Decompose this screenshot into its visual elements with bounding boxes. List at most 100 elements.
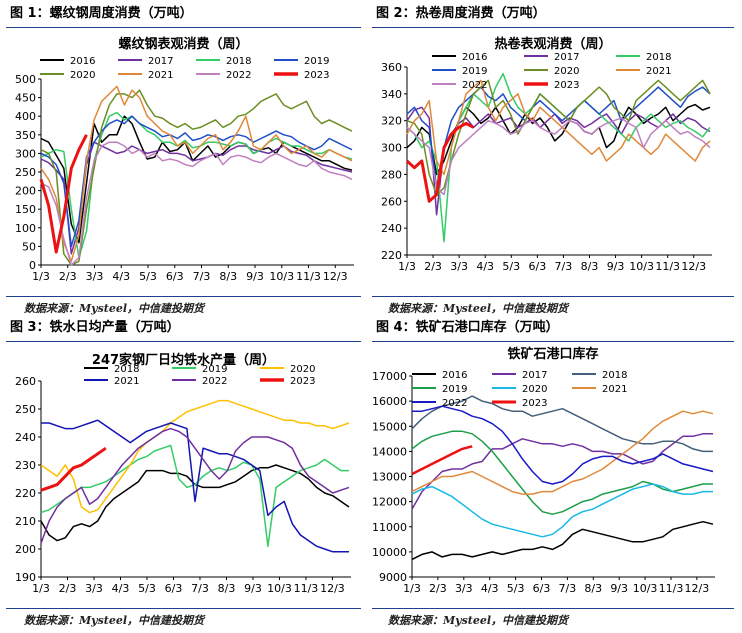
legend-label-2018: 2018 — [602, 370, 627, 381]
y-tick-label: 100 — [15, 222, 36, 235]
source-2-note: 数据来源：Mysteel，中信建投期货 — [388, 302, 569, 315]
y-tick-label: 50 — [22, 240, 36, 253]
series-line-2020 — [411, 483, 713, 538]
legend-label-2020: 2020 — [522, 384, 547, 395]
figure-4-rule — [372, 341, 734, 342]
x-tick-label: 7/3 — [193, 270, 211, 283]
x-tick-label: 1/3 — [32, 582, 50, 595]
x-tick-label: 10/3 — [267, 582, 292, 595]
y-tick-label: 16000 — [372, 395, 407, 408]
chart-title: 247家钢厂日均铁水产量（周） — [92, 352, 275, 368]
x-tick-label: 5/3 — [502, 260, 520, 273]
legend-label-2022: 2022 — [442, 398, 467, 409]
series-line-2022 — [406, 117, 711, 196]
y-tick-label: 220 — [15, 487, 36, 500]
x-tick-label: 1/3 — [403, 582, 421, 595]
legend-label-2017: 2017 — [522, 370, 547, 381]
legend-label-2020: 2020 — [290, 364, 315, 375]
legend-label-2023: 2023 — [554, 80, 579, 91]
legend-label-2021: 2021 — [646, 66, 671, 77]
legend-label-2023: 2023 — [522, 398, 547, 409]
y-tick-label: 350 — [15, 129, 36, 142]
legend-label-2019: 2019 — [462, 66, 487, 77]
x-tick-label: 6/3 — [166, 270, 184, 283]
x-tick-label: 12/3 — [681, 260, 706, 273]
y-tick-label: 500 — [15, 73, 36, 86]
y-tick-label: 17000 — [372, 370, 407, 383]
series-line-2023 — [39, 134, 88, 254]
x-tick-label: 9/3 — [610, 582, 628, 595]
legend-label-2016: 2016 — [442, 370, 467, 381]
series-line-2019 — [40, 444, 349, 547]
x-tick-label: 4/3 — [112, 270, 130, 283]
legend-label-2019: 2019 — [442, 384, 467, 395]
figure-3-label: 图 3：铁水日均产量（万吨） — [10, 320, 180, 335]
legend-label-2020: 2020 — [70, 70, 95, 81]
source-2-rule — [372, 296, 734, 297]
y-tick-label: 300 — [381, 142, 402, 155]
y-tick-label: 230 — [15, 459, 36, 472]
x-tick-label: 10/3 — [269, 270, 294, 283]
x-tick-label: 12/3 — [320, 582, 345, 595]
y-tick-label: 0 — [29, 259, 36, 272]
x-tick-label: 3/3 — [450, 260, 468, 273]
y-tick-label: 12000 — [372, 496, 407, 509]
x-tick-label: 8/3 — [581, 260, 599, 273]
x-tick-label: 11/3 — [296, 270, 321, 283]
x-tick-label: 8/3 — [584, 582, 602, 595]
x-tick-label: 9/3 — [246, 270, 264, 283]
y-tick-label: 250 — [15, 166, 36, 179]
y-tick-label: 260 — [15, 375, 36, 388]
rebar-consumption-chart: 螺纹钢表观消费（周） 0 50 100 150 200 250 300 350 400 450 500… — [15, 36, 354, 283]
series-line-2019 — [411, 430, 713, 515]
y-tick-label: 250 — [15, 403, 36, 416]
y-tick-label: 360 — [381, 61, 402, 74]
series-line-2023 — [405, 121, 475, 203]
y-tick-label: 280 — [381, 168, 402, 181]
legend-label-2021: 2021 — [602, 384, 627, 395]
series-line-2021 — [406, 79, 711, 176]
legend-label-2018: 2018 — [646, 52, 671, 63]
y-tick-label: 240 — [15, 431, 36, 444]
x-tick-label: 3/3 — [86, 270, 104, 283]
x-tick-label: 8/3 — [219, 270, 237, 283]
figure-3-rule — [6, 341, 361, 342]
series-line-2016 — [40, 115, 353, 244]
x-tick-label: 11/3 — [655, 260, 680, 273]
y-tick-label: 14000 — [372, 445, 407, 458]
x-tick-label: 5/3 — [138, 582, 156, 595]
series-line-2019 — [406, 86, 711, 189]
x-tick-label: 4/3 — [481, 582, 499, 595]
x-tick-label: 7/3 — [191, 582, 209, 595]
series-line-2023 — [40, 446, 107, 492]
source-4-note: 数据来源：Mysteel，中信建投期货 — [388, 614, 569, 627]
series-line-2016 — [411, 520, 714, 561]
series-line-2018 — [411, 395, 713, 453]
x-tick-label: 5/3 — [507, 582, 525, 595]
x-tick-label: 9/3 — [244, 582, 262, 595]
x-tick-label: 10/3 — [629, 260, 654, 273]
y-tick-label: 15000 — [372, 420, 407, 433]
x-tick-label: 3/3 — [85, 582, 103, 595]
series-line-2018 — [40, 111, 353, 259]
legend-label-2018: 2018 — [114, 364, 139, 375]
y-tick-label: 240 — [381, 222, 402, 235]
legend-label-2018: 2018 — [226, 56, 251, 67]
series-line-2017 — [411, 433, 713, 510]
figure-2-label: 图 2：热卷周度消费（万吨） — [376, 6, 546, 21]
x-tick-label: 4/3 — [112, 582, 130, 595]
legend-label-2017: 2017 — [554, 52, 579, 63]
iron-ore-port-inventory-chart: 铁矿石港口库存 9000 10000 11000 12000 13000 14000 1500… — [372, 346, 715, 595]
x-tick-label: 7/3 — [555, 260, 573, 273]
series-line-2023 — [411, 445, 473, 476]
y-tick-label: 210 — [15, 515, 36, 528]
x-tick-label: 2/3 — [59, 582, 77, 595]
figure-4-label: 图 4：铁矿石港口库存（万吨） — [376, 320, 559, 335]
series-line-2020 — [40, 399, 350, 514]
x-tick-label: 4/3 — [476, 260, 494, 273]
y-tick-label: 300 — [15, 147, 36, 160]
y-tick-label: 220 — [381, 249, 402, 262]
legend-label-2021: 2021 — [114, 376, 139, 387]
y-tick-label: 9000 — [379, 571, 407, 584]
y-tick-label: 10000 — [372, 546, 407, 559]
